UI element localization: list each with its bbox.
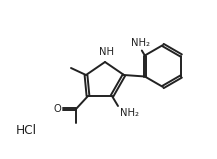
Text: O: O [53,104,61,114]
Text: NH: NH [99,47,113,57]
Text: NH₂: NH₂ [120,108,139,118]
Text: HCl: HCl [16,124,37,138]
Text: NH₂: NH₂ [131,38,150,48]
